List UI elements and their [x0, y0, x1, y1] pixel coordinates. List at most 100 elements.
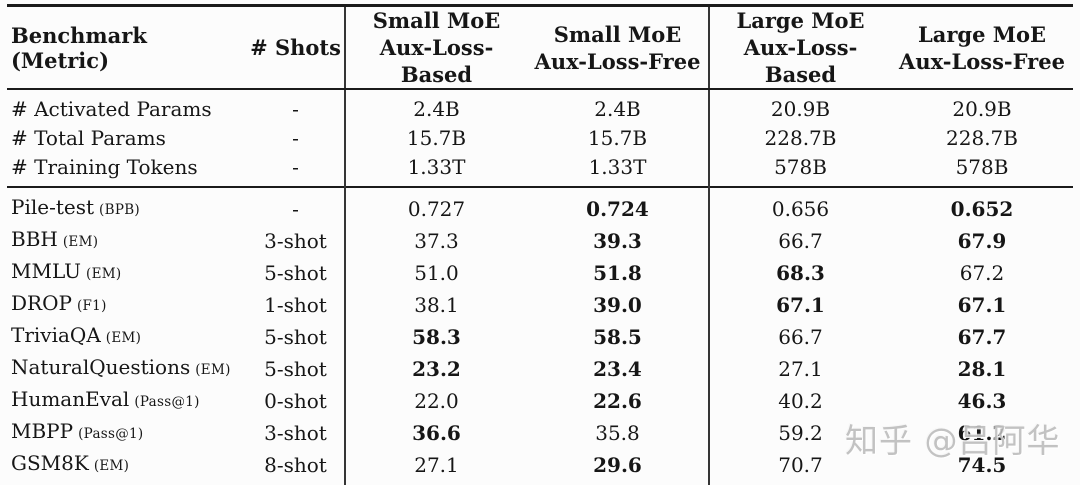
value-cell: 0.656	[708, 186, 891, 225]
value-cell: 22.0	[344, 385, 527, 417]
value-cell: 39.3	[593, 228, 642, 253]
benchmark-name: MATH	[11, 483, 76, 485]
benchmark-metric: (Pass@1)	[78, 426, 144, 442]
value-cell: 11.1	[527, 481, 709, 485]
value-cell: 67.9	[957, 228, 1007, 253]
table-row: MMLU (EM) 5-shot 51.0 51.8 68.3 67.2	[7, 257, 1073, 289]
moe-benchmark-table: Benchmark (Metric) # Shots Small MoE Aux…	[7, 4, 1073, 485]
value-cell: 67.2	[959, 260, 1005, 285]
value-cell: 15.7B	[344, 124, 527, 153]
value-cell: 27.1	[344, 449, 527, 481]
value-cell: 23.2	[344, 353, 527, 385]
benchmark-name-cell: MMLU (EM)	[7, 257, 247, 289]
shots-cell: 8-shot	[264, 452, 327, 477]
benchmark-name: # Total Params	[11, 126, 166, 150]
table-header: Benchmark (Metric) # Shots Small MoE Aux…	[7, 5, 1073, 90]
shots-cell: -	[292, 97, 299, 121]
table-row: DROP (F1) 1-shot 38.1 39.0 67.1 67.1	[7, 289, 1073, 321]
benchmark-name: NaturalQuestions	[11, 355, 191, 379]
value-cell: 70.7	[708, 449, 891, 481]
value-cell: 2.4B	[594, 97, 641, 121]
value-cell: 37.3	[344, 225, 527, 257]
benchmark-name-cell: MBPP (Pass@1)	[7, 417, 247, 449]
header-line: Large MoE	[917, 21, 1047, 47]
benchmark-metric: (EM)	[62, 234, 99, 250]
value-cell: 578B	[955, 155, 1009, 179]
value-cell: 67.7	[957, 324, 1007, 349]
table-row: # Activated Params - 2.4B 2.4B 20.9B 20.9B	[7, 89, 1073, 124]
value-cell: 2.4B	[344, 89, 527, 124]
value-cell: 22.6	[593, 388, 642, 413]
benchmark-metric: (BPB)	[99, 202, 140, 218]
benchmark-metric: (EM)	[195, 362, 231, 378]
benchmark-name-cell: # Training Tokens	[7, 153, 247, 187]
shots-cell: 3-shot	[264, 420, 327, 445]
value-cell: 40.2	[708, 385, 891, 417]
benchmark-name-cell: GSM8K (EM)	[7, 449, 247, 481]
value-cell: 0.652	[891, 186, 1073, 225]
value-cell: 36.6	[344, 417, 527, 449]
value-cell: 578B	[708, 153, 891, 187]
benchmark-metric: (EM)	[105, 330, 142, 346]
header-line: Aux-Loss-Free	[534, 48, 701, 74]
benchmark-name: HumanEval	[11, 387, 130, 411]
value-cell: 0.724	[527, 186, 709, 225]
header-line: Small MoE	[553, 21, 682, 47]
value-cell: 51.0	[344, 257, 527, 289]
value-cell: 39.6	[891, 481, 1073, 485]
benchmark-metric: (Pass@1)	[134, 394, 200, 410]
table-row: MBPP (Pass@1) 3-shot 36.6 35.8 59.2 61.2	[7, 417, 1073, 449]
shots-cell: 5-shot	[264, 324, 327, 349]
header-line: Large MoE	[736, 8, 865, 33]
table-row: TriviaQA (EM) 5-shot 58.3 58.5 66.7 67.7	[7, 321, 1073, 353]
value-cell: 58.5	[593, 324, 642, 349]
value-cell: 15.7B	[587, 126, 648, 150]
shots-cell: -	[247, 186, 345, 225]
value-cell: 28.1	[957, 356, 1007, 381]
benchmark-metric: (F1)	[76, 298, 107, 314]
benchmark-name: # Training Tokens	[11, 155, 198, 179]
benchmark-name-cell: DROP (F1)	[7, 289, 247, 321]
benchmarks-section: Pile-test (BPB) -0.727 0.724 0.656 0.652 BBH (E…	[7, 186, 1073, 485]
benchmark-metric: (EM)	[86, 266, 122, 282]
benchmark-name: MMLU	[11, 259, 81, 283]
benchmark-name-cell: # Total Params	[7, 124, 247, 153]
value-cell: 58.3	[344, 321, 527, 353]
value-cell: 68.3	[708, 257, 891, 289]
value-cell: 51.8	[593, 260, 642, 285]
header-small-moe-aux-loss-free: Small MoE Aux-Loss-Free	[527, 5, 709, 90]
shots-cell: -	[292, 155, 299, 179]
value-cell: 23.4	[593, 356, 642, 381]
benchmark-name: BBH	[11, 227, 58, 251]
header-row: Benchmark (Metric) # Shots Small MoE Aux…	[7, 5, 1073, 90]
benchmark-name-cell: TriviaQA (EM)	[7, 321, 247, 353]
value-cell: 10.9	[344, 481, 527, 485]
header-line: Aux-Loss-Based	[743, 35, 858, 87]
table-row: GSM8K (EM) 8-shot 27.1 29.6 70.7 74.5	[7, 449, 1073, 481]
params-section: # Activated Params -2.4B 2.4B 20.9B 20.9B # T…	[7, 89, 1073, 187]
value-cell: 38.1	[344, 289, 527, 321]
value-cell: 74.5	[957, 452, 1007, 477]
table-row: HumanEval (Pass@1) 0-shot 22.0 22.6 40.2 46.3	[7, 385, 1073, 417]
value-cell: 67.1	[957, 292, 1007, 317]
shots-cell: 5-shot	[264, 260, 327, 285]
table-row: Pile-test (BPB) -0.727 0.724 0.656 0.652	[7, 186, 1073, 225]
header-large-moe-aux-loss-based: Large MoE Aux-Loss-Based	[708, 5, 891, 90]
benchmark-name-cell: MATH(EM)	[7, 481, 247, 485]
value-cell: 66.7	[708, 321, 891, 353]
shots-cell: 1-shot	[264, 292, 327, 317]
benchmark-name: # Activated Params	[11, 97, 212, 121]
table-row: BBH (EM) 3-shot 37.3 39.3 66.7 67.9	[7, 225, 1073, 257]
benchmark-name-cell: HumanEval (Pass@1)	[7, 385, 247, 417]
value-cell: 29.6	[593, 452, 642, 477]
value-cell: 46.3	[957, 388, 1007, 413]
value-cell: 37.2	[708, 481, 891, 485]
value-cell: 59.2	[708, 417, 891, 449]
shots-cell: 5-shot	[264, 356, 327, 381]
header-line: Small MoE	[372, 8, 501, 33]
benchmark-name-cell: Pile-test (BPB)	[7, 186, 247, 225]
header-benchmark-metric: Benchmark (Metric)	[7, 5, 247, 90]
shots-cell: -	[292, 126, 299, 150]
header-large-moe-aux-loss-free: Large MoE Aux-Loss-Free	[891, 5, 1073, 90]
